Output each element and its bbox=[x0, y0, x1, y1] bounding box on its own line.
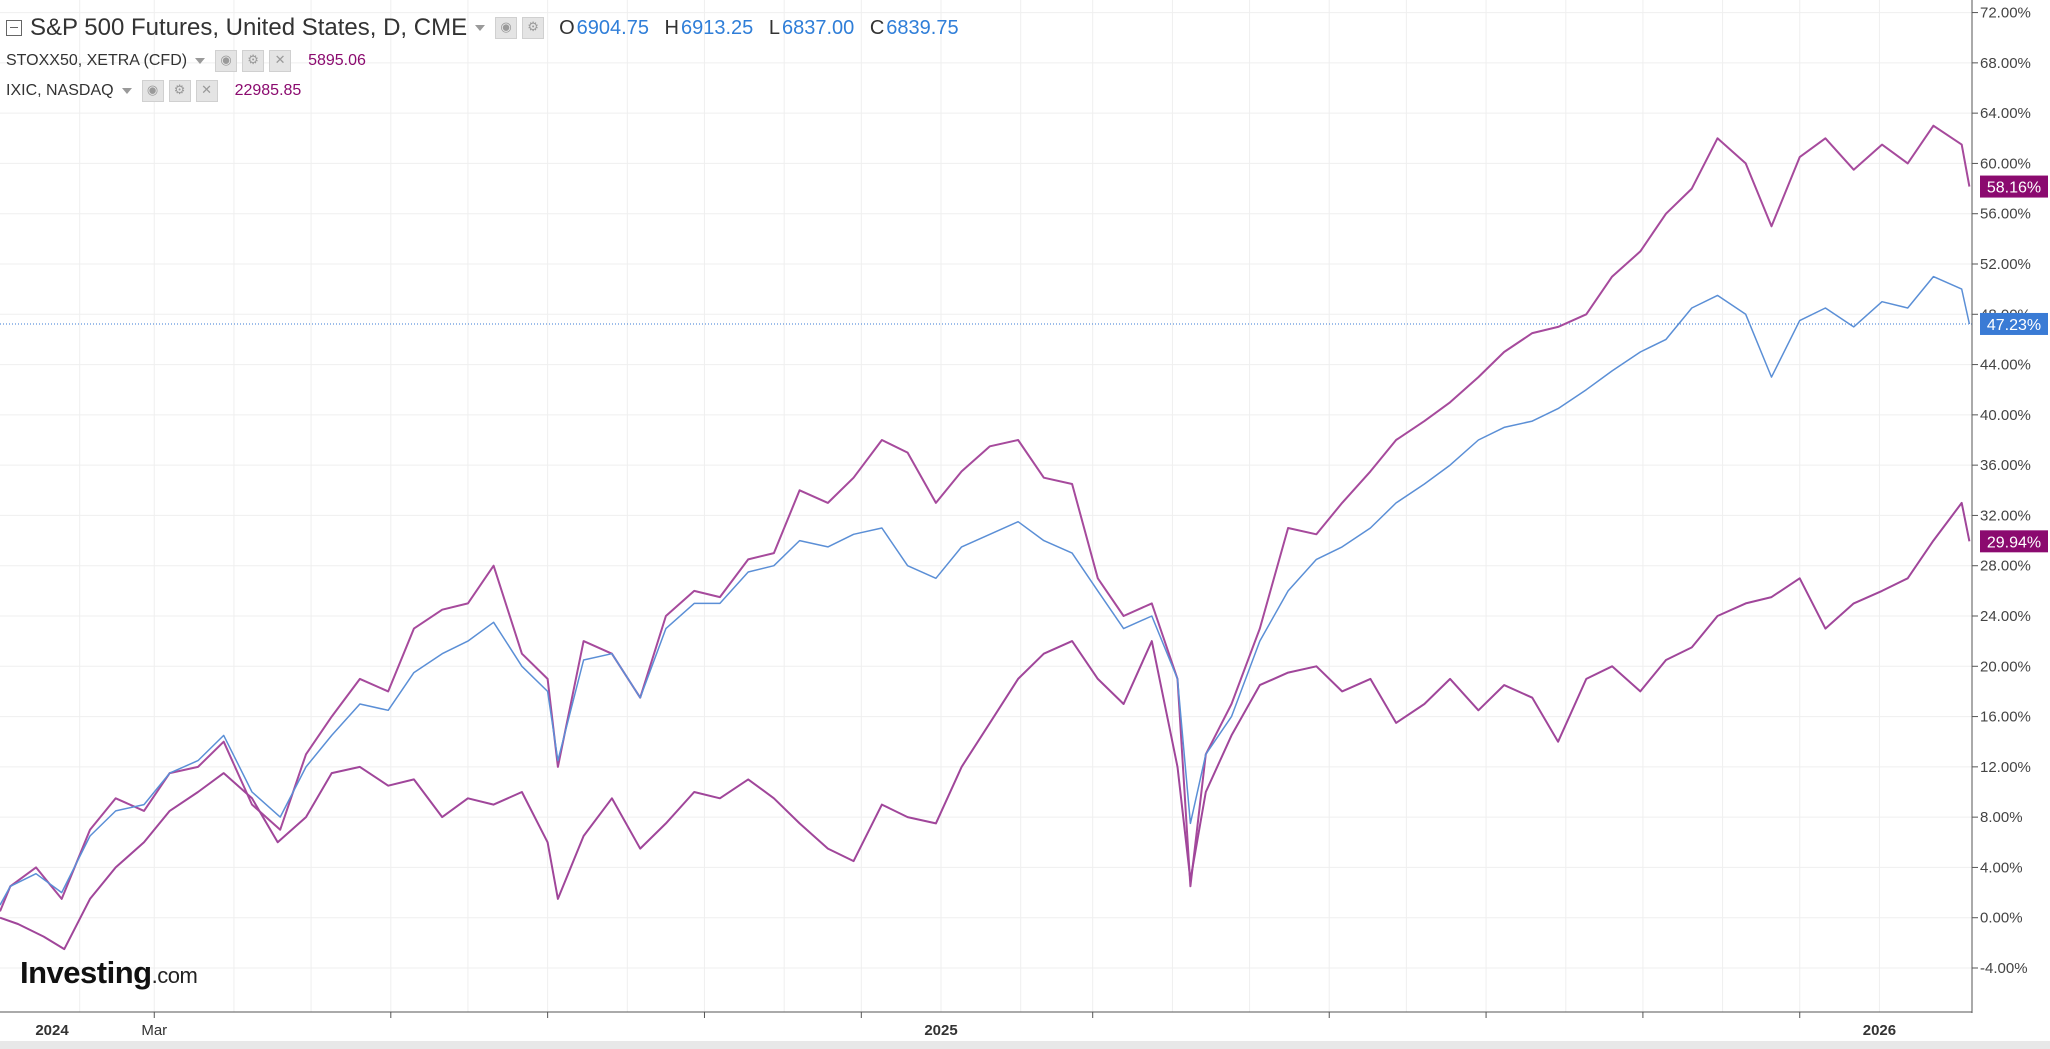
y-tick-label: 16.00% bbox=[1980, 709, 2031, 726]
y-tick-label: 52.00% bbox=[1980, 256, 2031, 273]
legend-main-series: S&P 500 Futures, United States, D, CME ◉… bbox=[6, 10, 959, 46]
y-tick-label: 40.00% bbox=[1980, 407, 2031, 424]
stoxx-value: 5895.06 bbox=[308, 52, 366, 69]
logo-text: Investing bbox=[20, 955, 152, 990]
open-label: O bbox=[559, 16, 575, 39]
gear-icon[interactable]: ⚙ bbox=[168, 80, 191, 102]
chart-legend: S&P 500 Futures, United States, D, CME ◉… bbox=[6, 10, 959, 106]
y-tick-label: 64.00% bbox=[1980, 105, 2031, 122]
y-tick-label: 60.00% bbox=[1980, 155, 2031, 172]
x-tick-label: 2025 bbox=[924, 1022, 957, 1039]
y-tick-label: 68.00% bbox=[1980, 55, 2031, 72]
legend-stoxx: STOXX50, XETRA (CFD) ◉ ⚙ ✕ 5895.06 bbox=[6, 46, 959, 76]
y-tick-label: 20.00% bbox=[1980, 658, 2031, 675]
y-tick-label: 24.00% bbox=[1980, 608, 2031, 625]
grid bbox=[0, 0, 1972, 1012]
series-line-sp500 bbox=[0, 275, 1971, 906]
eye-icon[interactable]: ◉ bbox=[141, 80, 164, 102]
last-value-badge bbox=[1980, 530, 2048, 553]
close-label: C bbox=[869, 16, 885, 39]
chevron-down-icon[interactable] bbox=[475, 25, 486, 31]
eye-icon[interactable]: ◉ bbox=[215, 50, 238, 72]
last-value-badge bbox=[1980, 175, 2048, 198]
high-value: 6913.25 bbox=[680, 16, 754, 39]
y-tick-label: 72.00% bbox=[1980, 5, 2031, 22]
x-tick-label: 2024 bbox=[35, 1022, 69, 1039]
close-icon[interactable]: ✕ bbox=[195, 80, 218, 102]
low-value: 6837.00 bbox=[781, 16, 855, 39]
gear-icon[interactable]: ⚙ bbox=[522, 17, 545, 39]
close-value: 6839.75 bbox=[886, 16, 959, 39]
close-icon[interactable]: ✕ bbox=[269, 50, 292, 72]
x-tick-label: 2026 bbox=[1863, 1022, 1896, 1039]
open-value: 6904.75 bbox=[576, 16, 649, 39]
logo-suffix: .com bbox=[151, 963, 198, 988]
price-badges: 58.16% 47.23% 29.94% bbox=[1980, 175, 2048, 553]
chevron-down-icon[interactable] bbox=[121, 88, 132, 94]
y-tick-label: 0.00% bbox=[1980, 910, 2023, 927]
y-tick-label: 28.00% bbox=[1980, 558, 2031, 575]
legend-ixic: IXIC, NASDAQ ◉ ⚙ ✕ 22985.85 bbox=[6, 76, 959, 106]
last-value-label: 29.94% bbox=[1987, 534, 2041, 551]
ixic-title: IXIC, NASDAQ bbox=[6, 82, 114, 99]
y-tick-label: 36.00% bbox=[1980, 457, 2031, 474]
series-line-ixic bbox=[0, 124, 1971, 912]
x-tick-label: Mar bbox=[141, 1022, 167, 1039]
series-layer bbox=[0, 124, 1972, 951]
y-tick-label: 56.00% bbox=[1980, 206, 2031, 223]
y-tick-label: 12.00% bbox=[1980, 759, 2031, 776]
main-series-title: S&P 500 Futures, United States, D, CME bbox=[30, 14, 468, 41]
last-value-badge bbox=[1980, 312, 2048, 335]
y-tick-label: 44.00% bbox=[1980, 357, 2031, 374]
y-tick-label: 32.00% bbox=[1980, 507, 2031, 524]
y-tick-label: 8.00% bbox=[1980, 809, 2023, 826]
last-value-label: 58.16% bbox=[1987, 180, 2041, 197]
y-tick-label: -4.00% bbox=[1980, 960, 2028, 977]
bottom-scrollbar[interactable] bbox=[0, 1041, 2050, 1049]
eye-icon[interactable]: ◉ bbox=[495, 17, 518, 39]
high-label: H bbox=[664, 16, 679, 39]
stoxx-title: STOXX50, XETRA (CFD) bbox=[6, 52, 188, 69]
investing-logo: Investing.com bbox=[20, 955, 198, 991]
chevron-down-icon[interactable] bbox=[195, 58, 206, 64]
collapse-icon[interactable] bbox=[6, 20, 22, 36]
gear-icon[interactable]: ⚙ bbox=[242, 50, 265, 72]
y-tick-label: 4.00% bbox=[1980, 859, 2023, 876]
last-value-label: 47.23% bbox=[1987, 317, 2041, 334]
ixic-value: 22985.85 bbox=[234, 82, 302, 99]
series-line-stoxx50 bbox=[0, 501, 1971, 951]
low-label: L bbox=[768, 16, 780, 39]
